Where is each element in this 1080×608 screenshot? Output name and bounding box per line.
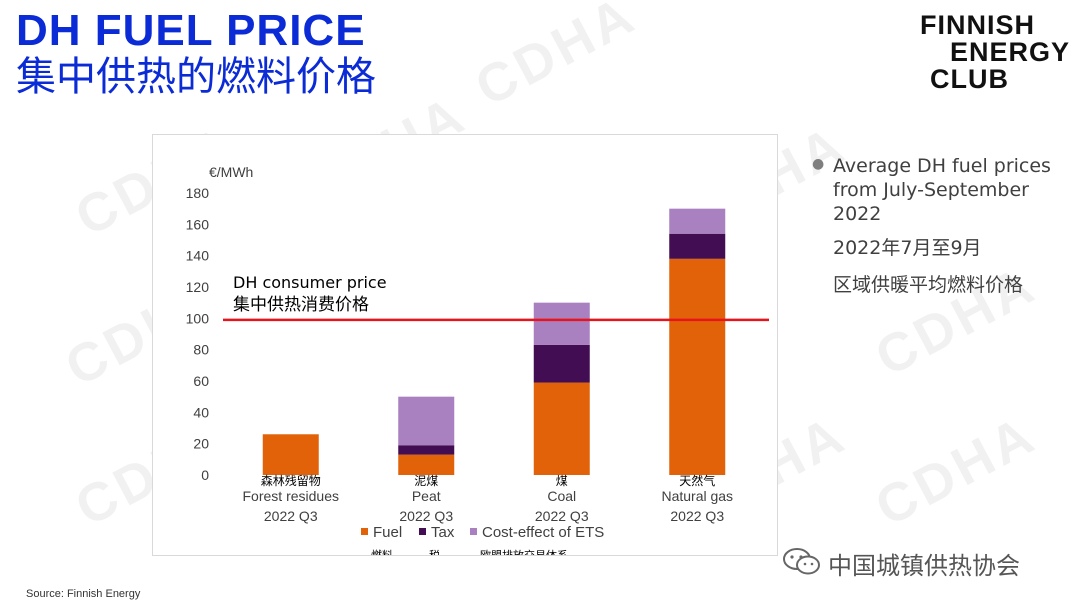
logo-line-2: ENERGY (950, 37, 1071, 67)
x-tick-label-period: 2022 Q3 (399, 508, 453, 524)
legend-swatch-ets (470, 528, 477, 535)
y-axis-label: €/MWh (209, 164, 253, 180)
chart-container: €/MWh 0 20 40 60 80 100 120 140 160 180 森林残留物 Forest… (152, 134, 778, 556)
bar-fuel (533, 382, 590, 475)
y-tick-label: 100 (186, 310, 210, 326)
bullet-icon: ● (812, 156, 825, 172)
bar-fuel (262, 434, 319, 475)
x-tick-label-en: Coal (547, 488, 576, 504)
x-tick-label-cn: 煤 (556, 474, 568, 488)
bar-tax (398, 445, 455, 455)
bar-ets (669, 208, 726, 234)
watermark: CDHA (865, 404, 1047, 538)
fuel-price-chart: €/MWh 0 20 40 60 80 100 120 140 160 180 森林残留物Forest… (186, 164, 769, 555)
side-note-date-cn: 2022年7月至9月 (833, 237, 982, 259)
bar-ets (398, 396, 455, 446)
legend-swatch-fuel (361, 528, 368, 535)
bar-ets (533, 302, 590, 345)
x-tick-label-period: 2022 Q3 (264, 508, 318, 524)
logo-line-3: CLUB (930, 64, 1009, 94)
y-tick-label: 40 (193, 404, 209, 420)
x-tick-label-en: Natural gas (661, 488, 733, 504)
x-tick-label-period: 2022 Q3 (670, 508, 724, 524)
x-tick-label-cn: 天然气 (679, 473, 715, 488)
side-note-en: Average DH fuel prices from July-Septemb… (833, 155, 1051, 225)
logo-line-1: FINNISH (920, 10, 1035, 40)
bar-tax (533, 344, 590, 383)
bar-fuel (398, 454, 455, 475)
bar-tax (669, 233, 726, 259)
x-tick-label-en: Forest residues (243, 488, 339, 504)
bar-fuel (669, 258, 726, 475)
watermark: CDHA (465, 0, 647, 118)
side-note-desc-cn: 区域供暖平均燃料价格 (833, 274, 1024, 296)
y-tick-label: 20 (193, 436, 209, 452)
x-tick-label-period: 2022 Q3 (535, 508, 589, 524)
page-subtitle: 集中供热的燃料价格 (16, 54, 376, 100)
y-tick-label: 0 (201, 467, 209, 483)
consumer-price-label-cn: 集中供热消费价格 (233, 295, 369, 315)
legend-label-fuel: Fuel (373, 524, 402, 541)
y-tick-label: 80 (193, 342, 209, 358)
finnish-energy-logo: FINNISH ENERGY CLUB (910, 10, 1075, 94)
y-tick-label: 180 (186, 185, 210, 201)
y-tick-label: 140 (186, 248, 210, 264)
legend-label-tax: Tax (431, 524, 455, 541)
consumer-price-label-en: DH consumer price (233, 273, 387, 292)
x-tick-label-en: Peat (412, 488, 441, 504)
source-note: Source: Finnish Energy (26, 588, 141, 600)
legend-label-cn-ets: 欧盟排放交易体系 (480, 548, 568, 555)
wechat-label: 中国城镇供热协会 (828, 552, 1020, 580)
y-tick-label: 120 (186, 279, 210, 295)
x-tick-label-cn: 森林残留物 (261, 473, 321, 488)
x-tick-label-cn: 泥煤 (414, 474, 438, 488)
page-title: DH FUEL PRICE (16, 6, 366, 55)
legend-label-ets: Cost-effect of ETS (482, 524, 604, 541)
wechat-icon (783, 548, 820, 575)
legend-label-cn-tax: 税 (429, 548, 440, 555)
legend-label-cn-fuel: 燃料 (371, 548, 393, 555)
y-tick-label: 60 (193, 373, 209, 389)
legend-swatch-tax (419, 528, 426, 535)
y-tick-label: 160 (186, 216, 210, 232)
